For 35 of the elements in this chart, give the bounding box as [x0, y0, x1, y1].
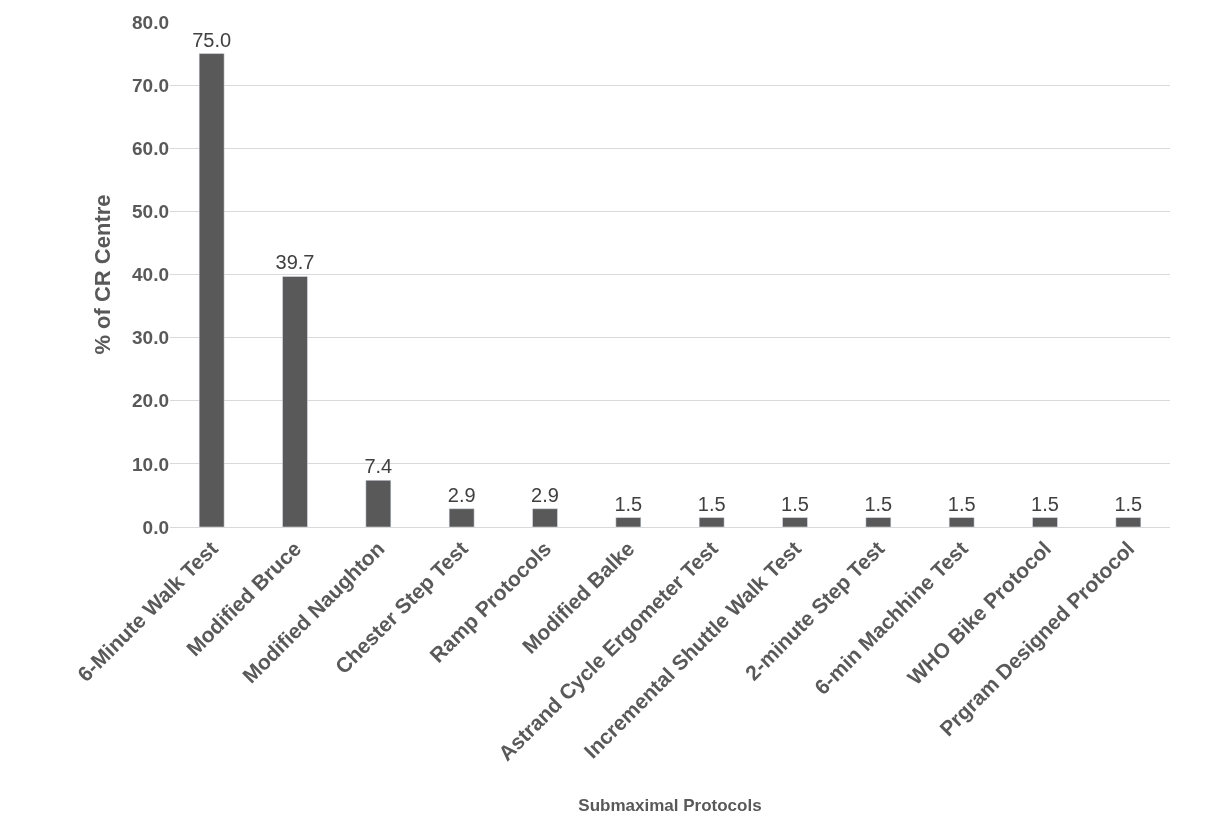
data-label: 1.5 [614, 492, 643, 515]
bar [448, 508, 475, 527]
bar [615, 517, 642, 527]
x-axis-title: Submaximal Protocols [578, 796, 762, 816]
data-label: 1.5 [864, 492, 893, 515]
bar [365, 480, 392, 527]
y-tick-label: 80.0 [132, 11, 169, 33]
data-label: 2.9 [447, 483, 476, 506]
y-tick-label: 50.0 [132, 201, 169, 223]
bar [782, 517, 808, 527]
bar [698, 517, 725, 527]
data-label: 1.5 [1114, 492, 1143, 515]
data-label: 2.9 [531, 483, 559, 506]
data-label: 1.5 [697, 492, 726, 515]
bar [532, 508, 558, 527]
data-label: 1.5 [947, 492, 976, 515]
bar [865, 517, 892, 527]
y-axis-title: % of CR Centre [89, 194, 115, 355]
data-label: 75.0 [192, 28, 232, 51]
bar [948, 517, 975, 527]
data-label: 1.5 [781, 492, 809, 515]
bar [282, 276, 308, 527]
bar [198, 53, 225, 527]
y-tick-label: 40.0 [132, 264, 169, 286]
y-tick-label: 10.0 [132, 453, 169, 475]
data-label: 7.4 [364, 455, 393, 478]
y-tick-label: 30.0 [132, 327, 169, 349]
y-tick-label: 70.0 [132, 74, 169, 96]
y-tick-label: 60.0 [132, 137, 169, 159]
data-label: 39.7 [275, 251, 315, 274]
bar [1032, 517, 1058, 527]
y-tick-label: 0.0 [142, 516, 169, 538]
bar [1115, 517, 1142, 527]
data-label: 1.5 [1031, 492, 1059, 515]
y-tick-label: 20.0 [132, 390, 169, 412]
